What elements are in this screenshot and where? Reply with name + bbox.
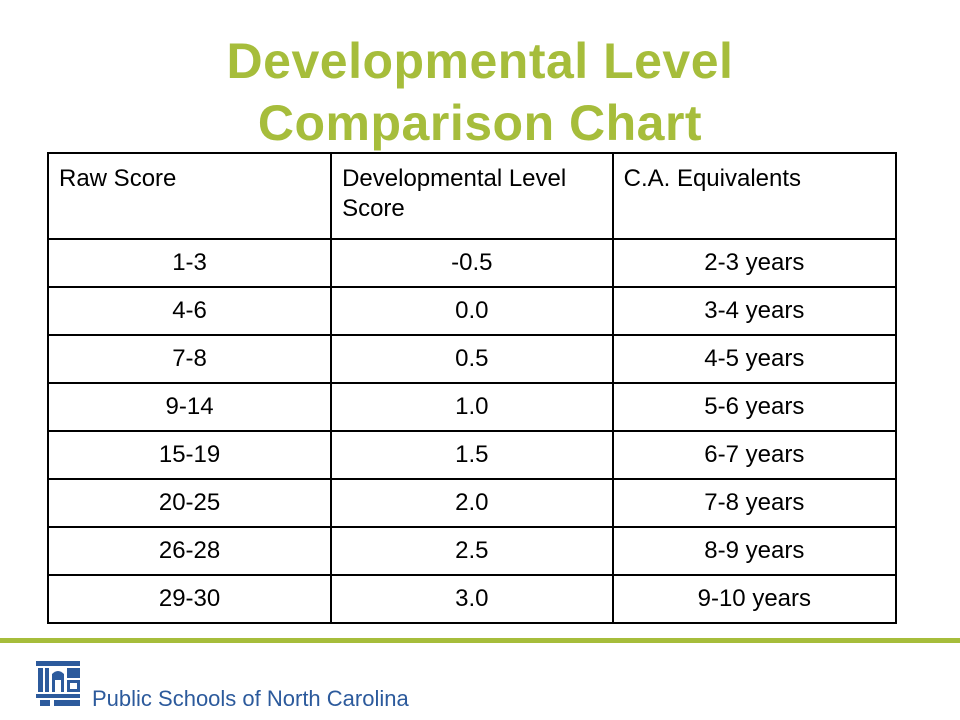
slide-title-line1: Developmental Level — [226, 33, 734, 89]
level-score-cell: 2.0 — [330, 478, 614, 528]
raw-score-cell: 1-3 — [46, 238, 333, 288]
table-row: 20-25 2.0 7-8 years — [46, 478, 898, 528]
comparison-table: Raw Score Developmental Level Score C.A.… — [46, 152, 898, 624]
slide-title: Developmental Level Comparison Chart — [0, 30, 960, 154]
ca-equivalent-cell: 6-7 years — [611, 430, 898, 480]
raw-score-cell: 29-30 — [46, 574, 333, 624]
level-score-cell: 0.0 — [330, 286, 614, 336]
organization-name: Public Schools of North Carolina — [92, 686, 409, 711]
footer-divider — [0, 638, 960, 643]
ca-equivalent-cell: 4-5 years — [611, 334, 898, 384]
header-ca-equivalents: C.A. Equivalents — [611, 152, 898, 240]
raw-score-cell: 9-14 — [46, 382, 333, 432]
ca-equivalent-cell: 9-10 years — [611, 574, 898, 624]
ca-equivalent-cell: 8-9 years — [611, 526, 898, 576]
table-row: 26-28 2.5 8-9 years — [46, 526, 898, 576]
table-row: 15-19 1.5 6-7 years — [46, 430, 898, 480]
slide-title-line2: Comparison Chart — [257, 95, 703, 151]
table-row: 1-3 -0.5 2-3 years — [46, 238, 898, 288]
raw-score-cell: 7-8 — [46, 334, 333, 384]
nc-schools-logo-icon — [34, 658, 82, 708]
table-row: 9-14 1.0 5-6 years — [46, 382, 898, 432]
table-header-row: Raw Score Developmental Level Score C.A.… — [46, 152, 898, 240]
raw-score-cell: 20-25 — [46, 478, 333, 528]
header-developmental-level-score: Developmental Level Score — [330, 152, 614, 240]
ca-equivalent-cell: 3-4 years — [611, 286, 898, 336]
table-row: 7-8 0.5 4-5 years — [46, 334, 898, 384]
raw-score-cell: 15-19 — [46, 430, 333, 480]
level-score-cell: 0.5 — [330, 334, 614, 384]
header-raw-score: Raw Score — [46, 152, 333, 240]
level-score-cell: 1.5 — [330, 430, 614, 480]
table-row: 4-6 0.0 3-4 years — [46, 286, 898, 336]
level-score-cell: 2.5 — [330, 526, 614, 576]
table-row: 29-30 3.0 9-10 years — [46, 574, 898, 624]
level-score-cell: 1.0 — [330, 382, 614, 432]
raw-score-cell: 26-28 — [46, 526, 333, 576]
level-score-cell: -0.5 — [330, 238, 614, 288]
level-score-cell: 3.0 — [330, 574, 614, 624]
raw-score-cell: 4-6 — [46, 286, 333, 336]
ca-equivalent-cell: 5-6 years — [611, 382, 898, 432]
ca-equivalent-cell: 7-8 years — [611, 478, 898, 528]
ca-equivalent-cell: 2-3 years — [611, 238, 898, 288]
